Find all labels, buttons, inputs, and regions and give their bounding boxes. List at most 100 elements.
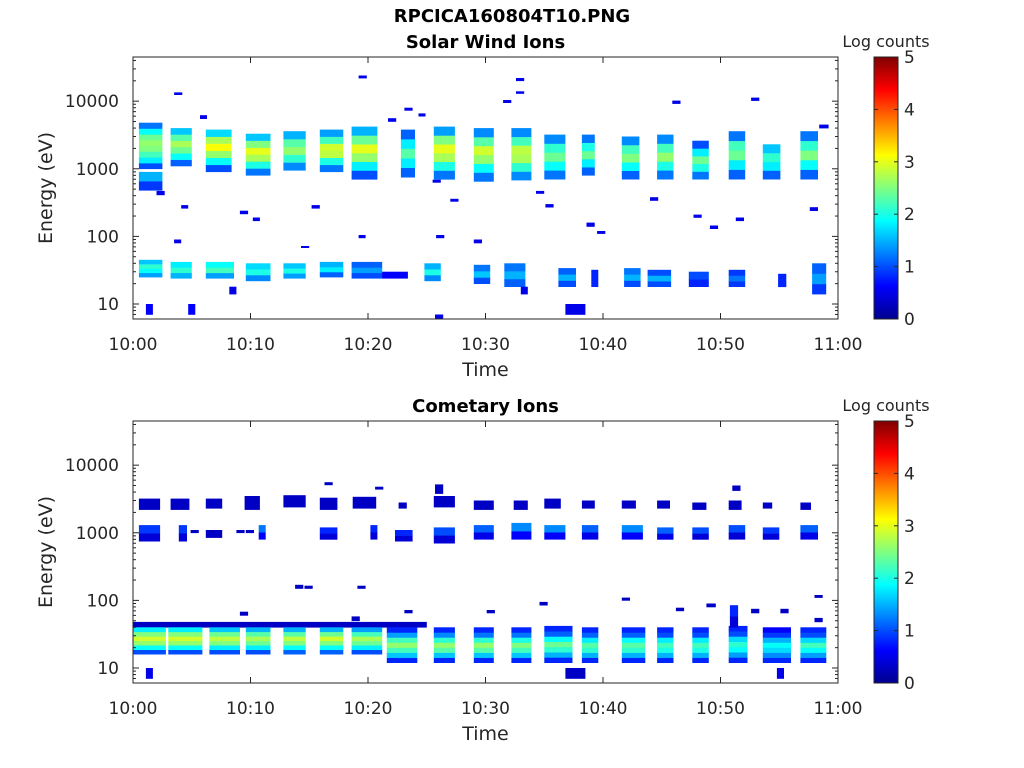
data-cell (319, 261, 344, 268)
data-cell (544, 170, 566, 180)
data-cell (436, 235, 445, 239)
x-tick-label: 11:00 (814, 335, 863, 355)
data-cell (386, 652, 418, 658)
data-cell (382, 271, 408, 279)
data-cell (395, 530, 413, 536)
data-cell (511, 642, 532, 648)
data-cell (398, 502, 407, 509)
data-cell (319, 627, 344, 633)
data-cell (258, 525, 266, 533)
data-cell (351, 272, 383, 279)
data-cell (245, 645, 271, 650)
data-cell (351, 170, 378, 180)
data-cell (138, 264, 163, 269)
data-cell (511, 128, 532, 138)
data-cell (400, 167, 415, 178)
data-cell (762, 627, 791, 633)
data-cell (138, 498, 161, 510)
data-cell (358, 235, 366, 239)
data-cell (621, 153, 640, 163)
data-cell (762, 170, 781, 180)
data-cell (375, 486, 384, 490)
data-cell (351, 144, 378, 154)
data-cell (418, 113, 426, 117)
data-cell (486, 610, 495, 614)
data-cell (657, 652, 674, 658)
data-cell (762, 632, 791, 638)
data-cell (319, 272, 344, 278)
data-cell (504, 278, 526, 287)
data-cell (174, 239, 182, 244)
data-cell (776, 668, 784, 679)
data-cell (581, 532, 599, 540)
colorbar-label: Log counts (842, 396, 929, 415)
x-tick-label: 10:10 (226, 335, 275, 355)
data-cell (581, 647, 599, 653)
data-cell (558, 268, 576, 275)
data-cell (433, 652, 455, 658)
data-cell (812, 263, 827, 274)
data-cell (138, 268, 163, 274)
data-cell (672, 100, 681, 104)
data-cell (239, 611, 249, 616)
data-cell (692, 642, 709, 648)
data-cell (647, 281, 672, 287)
data-cell (511, 637, 532, 643)
data-cell (621, 632, 646, 638)
data-cell (473, 525, 494, 533)
x-tick-label: 10:10 (226, 699, 275, 719)
panel-1: 10:00 10:10 10:20 10:30 10:40 10:50 11:0010100… (35, 396, 930, 745)
colorbar-tick-label: 4 (904, 100, 915, 120)
data-cell (621, 597, 630, 601)
data-cell (692, 647, 709, 653)
data-cell (205, 164, 232, 173)
data-cell (168, 649, 203, 655)
data-cell (581, 142, 595, 152)
data-cell (295, 584, 304, 589)
data-cell (581, 150, 595, 160)
data-cell (168, 636, 203, 642)
data-cell (190, 530, 199, 534)
data-cell (133, 636, 166, 642)
data-cell (138, 272, 163, 278)
data-cell (424, 269, 441, 276)
data-cell (283, 146, 306, 155)
x-tick-label: 10:00 (109, 335, 158, 355)
data-cell (170, 498, 190, 510)
data-cell (170, 128, 192, 135)
data-cell (751, 608, 760, 614)
data-cell (138, 134, 163, 141)
data-cell (692, 527, 709, 534)
data-cell (168, 645, 203, 650)
data-cell (581, 637, 599, 643)
data-cell (762, 153, 781, 163)
data-cells (138, 75, 829, 320)
data-cell (351, 645, 383, 650)
data-cell (258, 532, 266, 540)
data-cell (692, 171, 709, 180)
data-cell (433, 627, 455, 633)
data-cell (181, 205, 189, 209)
data-cell (245, 640, 271, 646)
data-cell (319, 150, 344, 158)
data-cell (728, 169, 746, 180)
data-cell (706, 603, 716, 608)
data-cell (621, 647, 646, 653)
data-cell (544, 636, 573, 642)
data-cell (138, 259, 163, 265)
data-cell (386, 642, 418, 648)
data-cell (728, 160, 746, 170)
data-cells (133, 482, 827, 679)
x-axis-label: Time (461, 359, 509, 381)
data-cell (433, 496, 455, 508)
data-cell (170, 261, 192, 268)
x-tick-label: 10:30 (461, 699, 510, 719)
data-cell (621, 525, 643, 533)
colorbar (873, 56, 899, 320)
data-cell (511, 154, 532, 164)
data-cell (473, 632, 494, 638)
colorbar-tick-label: 2 (904, 569, 915, 589)
data-cell (433, 135, 455, 145)
data-cell (283, 131, 306, 140)
data-cell (581, 657, 599, 663)
